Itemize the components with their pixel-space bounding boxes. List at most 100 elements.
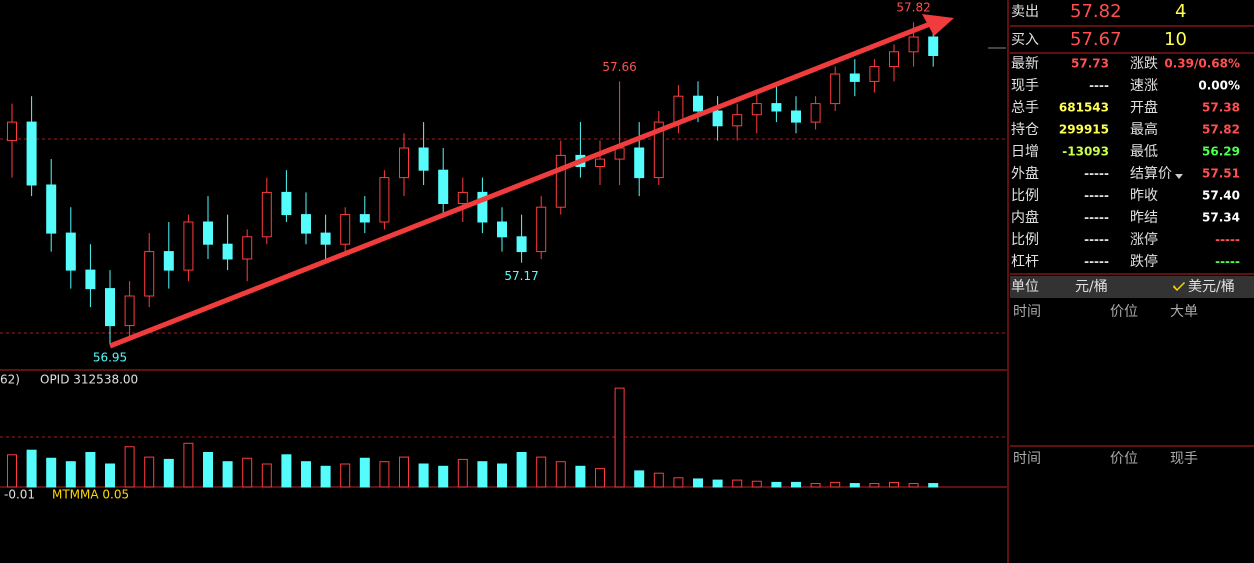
volume-bar bbox=[751, 480, 762, 488]
quote-value: ----- bbox=[1084, 189, 1109, 203]
candle-body bbox=[653, 121, 664, 179]
volume-bar bbox=[359, 457, 370, 488]
candle-body bbox=[261, 191, 272, 238]
volume-bar bbox=[634, 470, 645, 488]
ask-size: 4 bbox=[1175, 1, 1186, 22]
candle-body bbox=[732, 114, 743, 127]
volume-bar bbox=[889, 481, 899, 488]
candle-body bbox=[124, 295, 135, 327]
table-header: 时间 bbox=[1013, 451, 1041, 467]
candle-body bbox=[340, 214, 351, 245]
unit-label: 单位 bbox=[1011, 279, 1039, 295]
price-annotation: 57.66 bbox=[602, 60, 636, 74]
volume-bar bbox=[575, 465, 586, 488]
quote-label: 现手 bbox=[1011, 78, 1039, 94]
quote-value: ----- bbox=[1215, 233, 1240, 247]
quote-label: 总手 bbox=[1011, 100, 1039, 116]
volume-bar bbox=[497, 463, 507, 488]
candle-body bbox=[516, 236, 527, 253]
unit-bar bbox=[1010, 276, 1254, 298]
quote-label: 昨收 bbox=[1130, 188, 1158, 204]
candle-body bbox=[46, 184, 57, 234]
quote-value: 57.73 bbox=[1071, 57, 1109, 71]
quote-value: ---- bbox=[1089, 79, 1109, 93]
quote-value: ----- bbox=[1084, 233, 1109, 247]
quote-value: 681543 bbox=[1059, 101, 1109, 115]
volume-bar bbox=[595, 468, 605, 488]
candle-body bbox=[359, 214, 370, 223]
quote-label: 结算价 bbox=[1130, 166, 1172, 182]
table-header: 价位 bbox=[1110, 304, 1138, 320]
candle-body bbox=[595, 158, 605, 168]
price-annotation: 56.95 bbox=[93, 351, 127, 365]
candle-body bbox=[85, 269, 96, 290]
candle-body bbox=[712, 110, 723, 127]
candle-body bbox=[771, 103, 782, 112]
dropdown-icon bbox=[1175, 174, 1183, 179]
quote-label: 昨结 bbox=[1130, 210, 1158, 226]
unit-option[interactable]: 美元/桶 bbox=[1188, 279, 1235, 295]
volume-bar bbox=[614, 387, 625, 488]
volume-bar bbox=[438, 465, 449, 488]
trend-arrow-head bbox=[922, 14, 954, 36]
quote-label: 涨停 bbox=[1130, 231, 1158, 248]
volume-bar bbox=[693, 478, 703, 488]
quote-value: 57.34 bbox=[1202, 211, 1240, 225]
volume-bar bbox=[810, 483, 821, 488]
bid-label: 买入 bbox=[1011, 32, 1039, 48]
volume-bar bbox=[673, 477, 684, 488]
indicator-label: -0.01 bbox=[4, 488, 35, 502]
candle-body bbox=[869, 66, 880, 82]
volume-bar bbox=[340, 463, 351, 488]
quote-value: ----- bbox=[1215, 255, 1240, 269]
volume-bar bbox=[536, 456, 547, 488]
candle-body bbox=[7, 121, 17, 142]
volume-bar bbox=[105, 463, 115, 488]
volume-bar bbox=[85, 452, 96, 488]
volume-bar bbox=[26, 449, 37, 488]
quote-label: 最高 bbox=[1130, 121, 1158, 138]
candle-body bbox=[693, 95, 703, 112]
table-header: 价位 bbox=[1110, 451, 1138, 467]
volume-bar bbox=[222, 461, 233, 488]
quote-label: 杠杆 bbox=[1011, 254, 1039, 270]
volume-label: OPID 312538.00 bbox=[40, 373, 138, 387]
candle-body bbox=[281, 191, 292, 216]
quote-label: 最低 bbox=[1130, 144, 1158, 160]
candle-body bbox=[791, 110, 801, 123]
volume-bar bbox=[320, 465, 331, 488]
candle-body bbox=[830, 73, 841, 105]
ask-label: 卖出 bbox=[1011, 4, 1039, 20]
quote-value: 56.29 bbox=[1202, 145, 1240, 159]
unit-option[interactable]: 元/桶 bbox=[1075, 279, 1108, 295]
candle-body bbox=[320, 232, 331, 245]
volume-bar bbox=[261, 463, 272, 488]
volume-bar bbox=[418, 463, 429, 488]
candle-body bbox=[144, 251, 155, 297]
bid-size: 10 bbox=[1164, 29, 1187, 50]
volume-bar bbox=[457, 458, 468, 488]
quote-value: 57.40 bbox=[1202, 189, 1240, 203]
volume-bar bbox=[163, 458, 174, 488]
quote-value: 57.51 bbox=[1202, 167, 1240, 181]
candle-body bbox=[26, 121, 37, 186]
ask-price: 57.82 bbox=[1070, 1, 1122, 22]
candle-body bbox=[634, 147, 645, 179]
candle-body bbox=[810, 103, 821, 123]
candle-body bbox=[242, 236, 253, 260]
volume-bar bbox=[203, 452, 213, 488]
quote-value: 57.38 bbox=[1202, 101, 1240, 115]
candle-body bbox=[399, 147, 409, 179]
volume-label: 62) bbox=[0, 373, 20, 387]
candle-body bbox=[751, 103, 762, 116]
price-annotation: 57.82 bbox=[896, 1, 930, 15]
volume-bar bbox=[301, 461, 311, 488]
volume-bar bbox=[732, 479, 743, 488]
quote-label: 比例 bbox=[1011, 188, 1039, 204]
quote-value: 0.00% bbox=[1198, 79, 1240, 93]
price-annotation: 57.17 bbox=[504, 269, 538, 283]
candle-body bbox=[457, 191, 468, 204]
quote-value: ----- bbox=[1084, 211, 1109, 225]
